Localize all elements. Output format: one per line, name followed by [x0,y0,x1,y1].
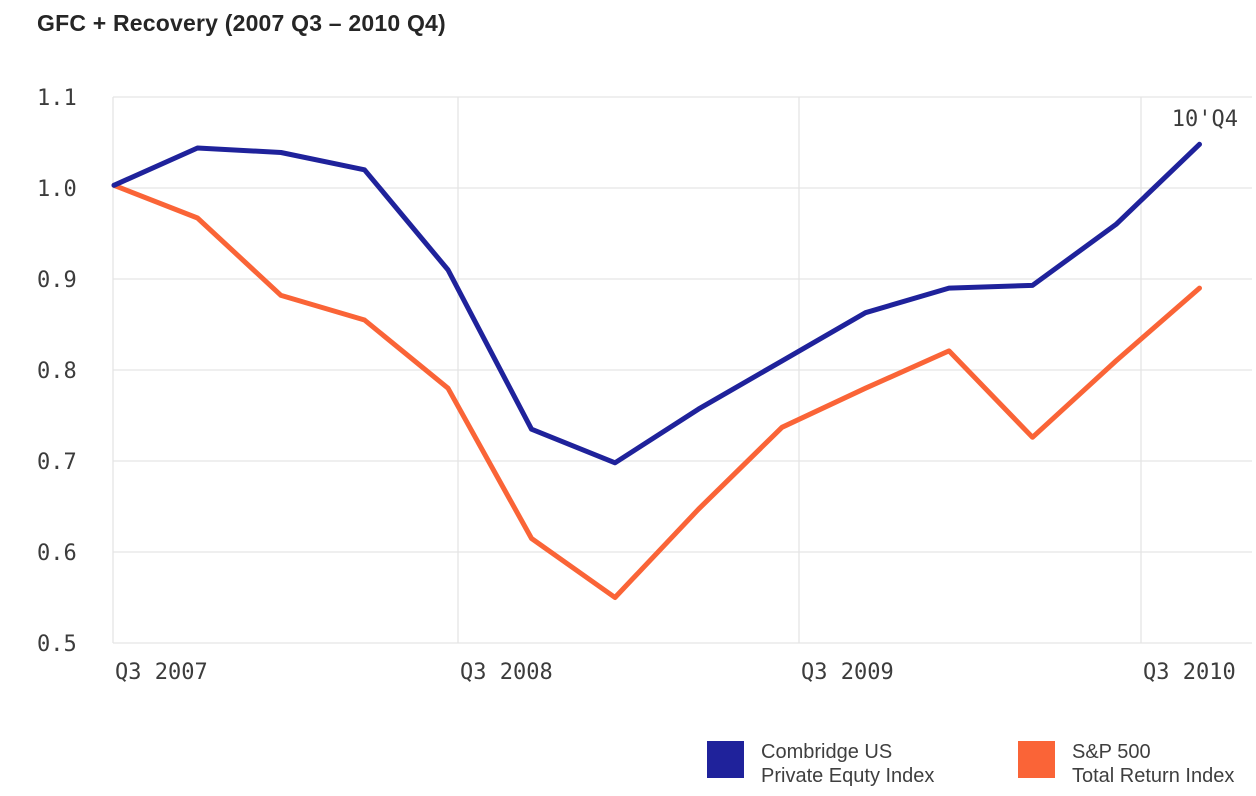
y-tick-label: 0.5 [37,632,77,657]
legend-label-line1: S&P 500 [1072,741,1151,763]
y-tick-label: 0.6 [37,541,77,566]
legend-swatch-private-equity-icon [707,741,744,778]
legend-swatch-sp500-icon [1018,741,1055,778]
y-tick-label: 1.1 [37,86,77,111]
y-tick-label: 0.8 [37,359,77,384]
y-tick-label: 0.7 [37,450,77,475]
x-tick-label: Q3 2009 [801,660,894,685]
legend-label-private-equity: Combridge US Private Equty Index [761,740,934,788]
legend-entry-private-equity: Combridge US Private Equty Index [707,740,934,788]
legend-label-line2: Total Return Index [1072,765,1235,787]
chart-legend: Combridge US Private Equty Index S&P 500… [0,740,1256,796]
x-tick-label: Q3 2008 [460,660,553,685]
legend-label-line2: Private Equty Index [761,765,935,787]
series-line-sp500 [111,182,1202,600]
x-tick-label: Q3 2010 [1143,660,1236,685]
last-point-annotation: 10'Q4 [1172,107,1238,132]
y-tick-label: 0.9 [37,268,77,293]
legend-label-sp500: S&P 500 Total Return Index [1072,740,1234,788]
y-tick-label: 1.0 [37,177,77,202]
x-tick-label: Q3 2007 [115,660,208,685]
legend-label-line1: Combridge US [761,741,893,763]
series-line-private-equity [111,141,1202,466]
legend-entry-sp500: S&P 500 Total Return Index [1018,740,1234,788]
chart-title: GFC + Recovery (2007 Q3 – 2010 Q4) [37,10,446,36]
